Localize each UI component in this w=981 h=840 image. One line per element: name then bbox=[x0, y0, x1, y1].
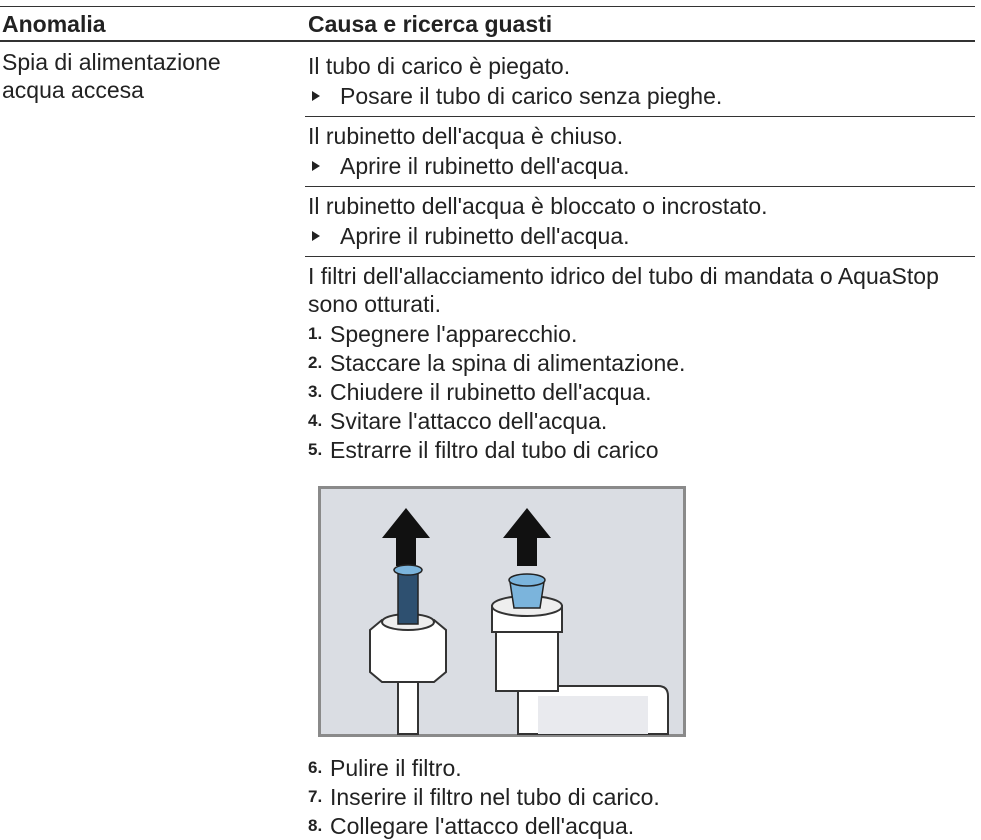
cause: I filtri dell'allacciamento idrico del t… bbox=[308, 263, 939, 317]
step-number: 7. bbox=[308, 787, 323, 806]
bullet bbox=[312, 231, 320, 241]
step-number: 1. bbox=[308, 324, 323, 343]
step-text: Staccare la spina di alimentazione. bbox=[330, 350, 686, 376]
step-text: Inserire il filtro nel tubo di carico. bbox=[330, 784, 660, 810]
header-cell: Causa e ricerca guasti bbox=[308, 11, 553, 37]
cause: Il rubinetto dell'acqua è chiuso. bbox=[308, 123, 624, 149]
action: Aprire il rubinetto dell'acqua. bbox=[340, 153, 630, 179]
table-top-rule bbox=[0, 6, 975, 7]
row-rule bbox=[305, 256, 975, 257]
action: Aprire il rubinetto dell'acqua. bbox=[340, 223, 630, 249]
filter-illustration bbox=[318, 486, 686, 737]
step-number: 6. bbox=[308, 758, 323, 777]
step-number: 3. bbox=[308, 382, 323, 401]
step-number: 5. bbox=[308, 440, 323, 459]
step-text: Spegnere l'apparecchio. bbox=[330, 321, 578, 347]
row-rule bbox=[305, 186, 975, 187]
row-rule bbox=[305, 116, 975, 117]
step-text: Chiudere il rubinetto dell'acqua. bbox=[330, 379, 652, 405]
cause: Il rubinetto dell'acqua è bloccato o inc… bbox=[308, 193, 768, 219]
cause: Il tubo di carico è piegato. bbox=[308, 53, 571, 79]
action: Posare il tubo di carico senza pieghe. bbox=[340, 83, 723, 109]
header-rule bbox=[0, 40, 975, 42]
bullet bbox=[312, 91, 320, 101]
step-number: 4. bbox=[308, 411, 323, 430]
step-text: Collegare l'attacco dell'acqua. bbox=[330, 813, 635, 839]
header-cell: Anomalia bbox=[2, 11, 106, 37]
step-number: 8. bbox=[308, 816, 323, 835]
step-text: Pulire il filtro. bbox=[330, 755, 462, 781]
step-text: Svitare l'attacco dell'acqua. bbox=[330, 408, 608, 434]
step-text: Estrarre il filtro dal tubo di carico bbox=[330, 437, 659, 463]
step-number: 2. bbox=[308, 353, 323, 372]
fault-cell: Spia di alimentazione acqua accesa bbox=[2, 49, 221, 103]
bullet bbox=[312, 161, 320, 171]
